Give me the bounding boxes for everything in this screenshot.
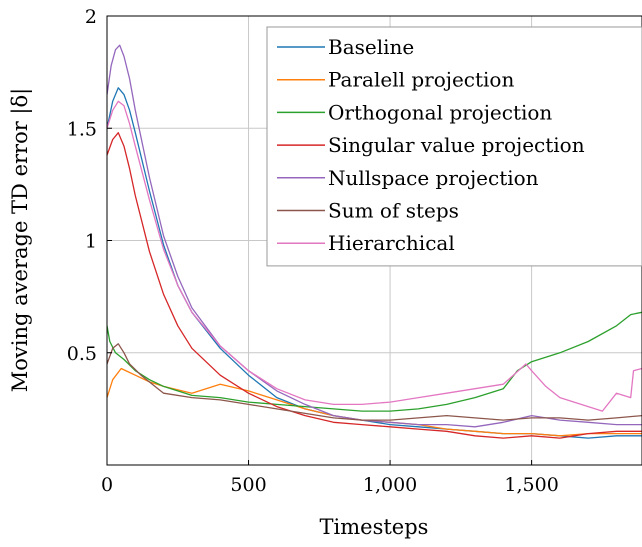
y-tick-label: 1.5 xyxy=(67,118,97,140)
legend-box xyxy=(266,26,642,267)
legend-label: Paralell projection xyxy=(328,68,514,92)
y-axis-label: Moving average TD error |δ| xyxy=(8,88,33,392)
x-tick-label: 0 xyxy=(101,474,113,496)
x-tick-label: 1,500 xyxy=(504,474,558,496)
y-tick-label: 2 xyxy=(85,6,97,28)
legend-label: Baseline xyxy=(328,35,414,59)
series-line-nullspace-projection xyxy=(107,44,642,428)
legend-label: Sum of steps xyxy=(328,199,459,223)
x-tick-label: 500 xyxy=(230,474,266,496)
x-axis-label: Timesteps xyxy=(320,515,429,539)
legend: Baseline Paralell projection Orthogonal pr… xyxy=(266,26,642,267)
legend-label: Nullspace projection xyxy=(328,166,539,190)
axis-ticks: 0 500 1,000 1,500 0.5 1 1.5 2 xyxy=(67,6,559,496)
legend-label: Hierarchical xyxy=(328,231,455,255)
legend-label: Singular value projection xyxy=(328,133,585,157)
y-tick-label: 0.5 xyxy=(67,343,97,365)
y-tick-label: 1 xyxy=(85,231,97,253)
series-line-hierarchical xyxy=(107,100,642,412)
series-lines xyxy=(107,44,642,439)
x-tick-label: 1,000 xyxy=(363,474,417,496)
legend-label: Orthogonal projection xyxy=(328,100,552,124)
series-line-sum-of-steps xyxy=(107,343,642,421)
